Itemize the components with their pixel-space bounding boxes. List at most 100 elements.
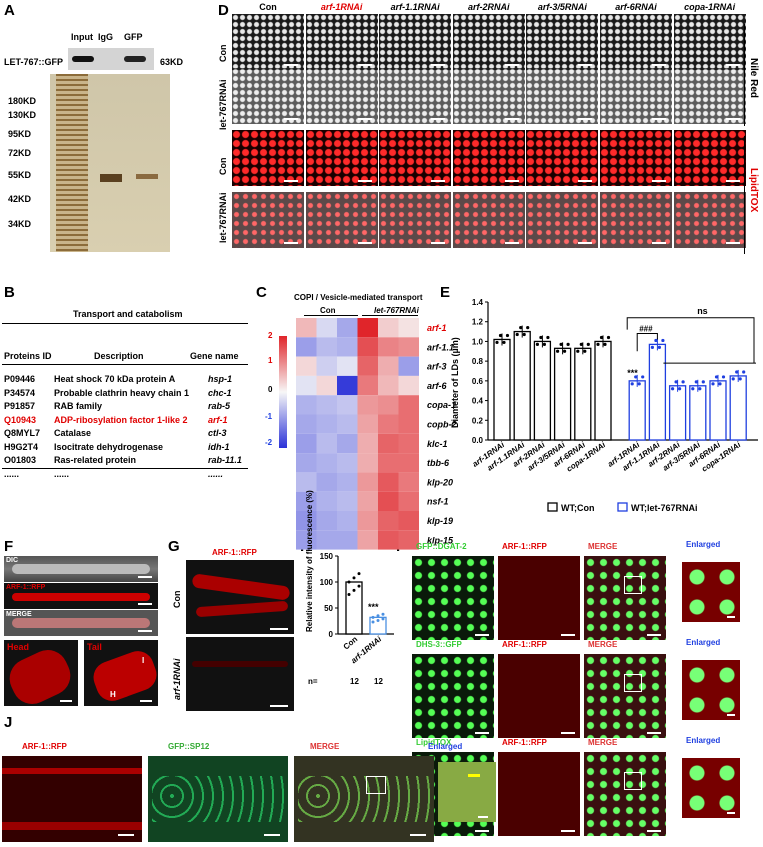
f-label-dic: DIC — [6, 557, 19, 564]
heatmap-cell — [357, 356, 378, 376]
e-point — [657, 345, 661, 349]
h-ytick: 100 — [320, 578, 334, 587]
heatmap-cell — [378, 318, 399, 338]
i-label-r0-c0: GFP::DGAT-2 — [416, 542, 467, 551]
scale-bar — [647, 732, 661, 734]
e-point — [522, 332, 526, 337]
d-image-r3-c0 — [232, 192, 304, 248]
b-row-desc: Probable clathrin heavy chain 1 — [54, 387, 190, 398]
panel-label-d: D — [218, 2, 229, 19]
e-point — [654, 338, 658, 343]
c-scale-1: 1 — [268, 356, 273, 365]
scale-bar — [431, 64, 446, 66]
f-label-head: Head — [7, 642, 30, 652]
h-ytick: 0 — [329, 630, 334, 639]
d-image-r2-c6 — [673, 130, 746, 186]
h-point — [357, 584, 361, 588]
heatmap-cell — [378, 433, 399, 454]
heatmap-cell — [398, 433, 419, 454]
i-label-r1-c1: ARF-1::RFP — [502, 640, 547, 649]
scale-bar — [357, 118, 372, 120]
i-image-r0-c2 — [584, 556, 666, 640]
i-label-r2-c2: MERGE — [588, 738, 618, 747]
scale-bar — [647, 830, 661, 832]
heatmap-cell — [316, 433, 337, 454]
b-row-id: P09446 — [4, 374, 36, 384]
h-point — [357, 572, 361, 576]
h-point — [347, 592, 351, 596]
heatmap-cell — [378, 453, 399, 473]
heatmap-cell — [357, 414, 378, 434]
heatmap-cell — [357, 395, 378, 415]
e-point — [519, 326, 523, 330]
wb-label: LET-767::GFP — [4, 57, 64, 67]
e-ytick: 0.0 — [472, 436, 484, 445]
b-row-desc: ...... — [54, 468, 70, 479]
d-image-r1-c2 — [379, 68, 452, 124]
scale-bar — [652, 118, 666, 120]
heatmap-cell — [357, 491, 378, 511]
e-point — [566, 342, 570, 346]
heatmap-cell — [398, 414, 419, 434]
d-image-r2-c3 — [452, 130, 525, 186]
panel-label-b: B — [4, 284, 15, 301]
heatmap-cell — [296, 414, 317, 434]
heatmap-cell — [357, 472, 378, 492]
heatmap-cell — [337, 414, 358, 434]
i-zoom-box — [624, 576, 642, 594]
h-n-label: n= — [308, 677, 318, 686]
j-enlarged-image — [438, 762, 496, 822]
e-bar — [533, 340, 552, 441]
heatmap-cell — [316, 530, 337, 550]
b-row-desc: Ras-related protein — [54, 455, 137, 465]
e-point — [539, 335, 543, 340]
j-label-enlarged: Enlarged — [428, 742, 463, 751]
panel-label-e: E — [440, 284, 451, 301]
heatmap-cell — [378, 511, 399, 531]
f-tail-image: Tail I H — [84, 640, 158, 706]
e-point — [603, 342, 607, 346]
i-image-r2-c2 — [584, 752, 666, 836]
e-point — [678, 387, 682, 391]
heatmap-cell — [337, 337, 358, 357]
f-dic-image: DIC — [4, 556, 158, 582]
heatmap-gene-label: klp-20 — [427, 477, 453, 487]
scale-bar — [475, 732, 489, 734]
heatmap-cell — [337, 356, 358, 376]
lane-igg: IgG — [98, 32, 113, 42]
heatmap-cell — [337, 511, 358, 531]
stain-nile-red: Nile Red — [748, 58, 759, 99]
e-ytick: 0.4 — [472, 397, 484, 406]
f-arrow-i: I — [142, 656, 145, 665]
d-image-r2-c0 — [232, 130, 304, 186]
heatmap-cell — [337, 395, 358, 415]
e-point — [742, 370, 746, 374]
heatmap-cell — [316, 395, 337, 415]
e-point — [641, 375, 645, 379]
e-point — [634, 375, 638, 379]
d-image-r2-c2 — [379, 130, 452, 186]
heatmap-cell — [398, 337, 419, 357]
marker-130: 130KD — [8, 110, 37, 120]
e-bar — [689, 385, 707, 441]
h-ytick: 150 — [320, 552, 334, 561]
marker-180: 180KD — [8, 96, 37, 106]
e-ytick: 1.4 — [472, 298, 484, 307]
e-point — [698, 387, 702, 391]
b-row-gene: idh-1 — [208, 441, 230, 452]
e-point — [502, 340, 506, 345]
e-point — [681, 380, 685, 384]
d-image-r3-c3 — [452, 192, 525, 248]
d-col-5: arf-6RNAi — [615, 2, 657, 12]
d-image-r1-c6 — [673, 68, 746, 124]
e-point — [735, 370, 739, 374]
heatmap-cell — [316, 375, 337, 396]
e-bar — [668, 385, 687, 441]
heatmap-cell — [357, 453, 378, 473]
scale-bar — [725, 180, 740, 182]
heatmap-cell — [316, 491, 337, 511]
b-row-id: O01803 — [4, 455, 37, 465]
e-bar — [729, 375, 747, 441]
e-ylabel: Diameter of LDs (µm) — [450, 337, 460, 428]
heatmap-cell — [316, 472, 337, 492]
